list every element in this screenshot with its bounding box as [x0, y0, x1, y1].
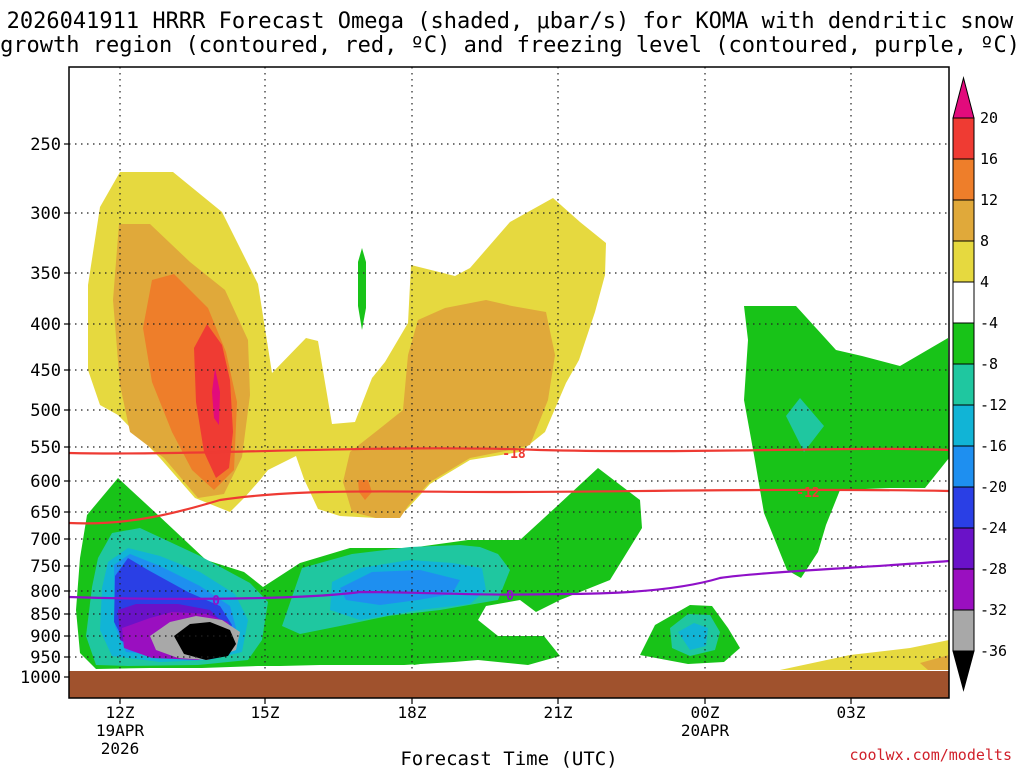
- contour-label-freezing-1: 0: [212, 594, 220, 609]
- y-tick-label: 750: [30, 557, 61, 577]
- colorbar-bottom-arrow: [952, 650, 975, 692]
- y-tick-label: 300: [30, 204, 61, 224]
- y-tick-label: 900: [30, 627, 61, 647]
- contour-label-minus18: -18: [502, 447, 526, 462]
- y-tick-label: 350: [30, 264, 61, 284]
- y-axis: 2503003504004505005506006507007508008509…: [20, 135, 69, 688]
- x-tick-label: 21Z: [544, 703, 573, 722]
- x-tick-label: 15Z: [251, 703, 280, 722]
- colorbar-top-arrow: [952, 76, 975, 119]
- omega-minus4-right: [744, 306, 949, 578]
- contour-labels: -18 -12 0 0: [212, 447, 820, 609]
- colorbar-label: -16: [980, 437, 1007, 455]
- colorbar-label: 16: [980, 150, 998, 168]
- y-tick-label: 400: [30, 315, 61, 335]
- y-tick-label: 650: [30, 503, 61, 523]
- omega-plus8-surface-right: [920, 655, 949, 670]
- omega-minus16-middle: [340, 570, 460, 605]
- colorbar-segment: [952, 363, 975, 406]
- colorbar-label: -24: [980, 519, 1007, 537]
- omega-plus4-surface-right: [780, 640, 949, 670]
- colorbar-label: -32: [980, 601, 1007, 619]
- colorbar-label: -12: [980, 396, 1007, 414]
- colorbar-segment: [952, 117, 975, 160]
- colorbar-label: 8: [980, 232, 989, 250]
- y-tick-label: 950: [30, 648, 61, 668]
- omega-plus8-middle: [343, 300, 555, 518]
- colorbar-label: -28: [980, 560, 1007, 578]
- colorbar-segment: [952, 199, 975, 242]
- omega-minus4-sliver: [358, 248, 366, 330]
- colorbar-label: 12: [980, 191, 998, 209]
- omega-minus8-right: [786, 398, 824, 452]
- contour-lines: [69, 447, 949, 600]
- y-tick-label: 550: [30, 438, 61, 458]
- colorbar-segment: [952, 445, 975, 488]
- colorbar: 20 16 12 8 4 -4 -8 -12 -16 -20 -24 -28 -32 -36: [952, 76, 1007, 692]
- omega-shading: [76, 172, 949, 670]
- y-tick-label: 450: [30, 361, 61, 381]
- grid-lines: [69, 67, 949, 671]
- chart-title-line-2: growth region (contoured, red, ºC) and f…: [0, 33, 1020, 58]
- colorbar-label: -8: [980, 355, 998, 373]
- y-tick-label: 500: [30, 401, 61, 421]
- y-tick-label: 1000: [20, 668, 61, 688]
- x-tick-date: 20APR: [681, 721, 730, 740]
- colorbar-segment: [952, 240, 975, 283]
- colorbar-label: -4: [980, 314, 998, 332]
- y-tick-label: 600: [30, 472, 61, 492]
- x-tick-label: 03Z: [837, 703, 866, 722]
- x-tick-label: 18Z: [398, 703, 427, 722]
- chart-title-line-1: 2026041911 HRRR Forecast Omega (shaded, …: [7, 9, 1014, 34]
- colorbar-label: -20: [980, 478, 1007, 496]
- omega-minus36: [174, 622, 236, 660]
- contour-label-minus12: -12: [796, 486, 819, 501]
- contour-minus18-line: [69, 447, 949, 455]
- omega-plus12-dot: [358, 480, 372, 500]
- colorbar-label: 20: [980, 109, 998, 127]
- x-axis-label: Forecast Time (UTC): [400, 748, 617, 768]
- y-tick-label: 700: [30, 530, 61, 550]
- ground-strip: [69, 671, 949, 698]
- x-tick-label: 00Z: [691, 703, 720, 722]
- colorbar-segment: [952, 404, 975, 447]
- omega-minus4-blob-18z: [402, 646, 432, 665]
- colorbar-segment: [952, 281, 975, 324]
- colorbar-segment: [952, 486, 975, 529]
- x-tick-label: 12Z: [106, 703, 135, 722]
- contour-label-freezing-2: 0: [506, 589, 514, 604]
- colorbar-segment: [952, 322, 975, 365]
- colorbar-segment: [952, 609, 975, 652]
- plot-frame: [68, 66, 950, 699]
- omega-plus20: [212, 368, 220, 425]
- x-tick-year: 2026: [101, 739, 140, 758]
- x-tick-date: 19APR: [96, 721, 145, 740]
- colorbar-segment: [952, 568, 975, 611]
- credit-text: coolwx.com/modelts: [849, 746, 1012, 764]
- colorbar-label: 4: [980, 273, 989, 291]
- contour-minus12-line: [69, 488, 949, 525]
- colorbar-label: -36: [980, 642, 1007, 660]
- colorbar-segment: [952, 527, 975, 570]
- y-tick-label: 800: [30, 582, 61, 602]
- freezing-level-line: [69, 559, 949, 600]
- colorbar-segment: [952, 158, 975, 201]
- y-tick-label: 850: [30, 605, 61, 625]
- y-tick-label: 250: [30, 135, 61, 155]
